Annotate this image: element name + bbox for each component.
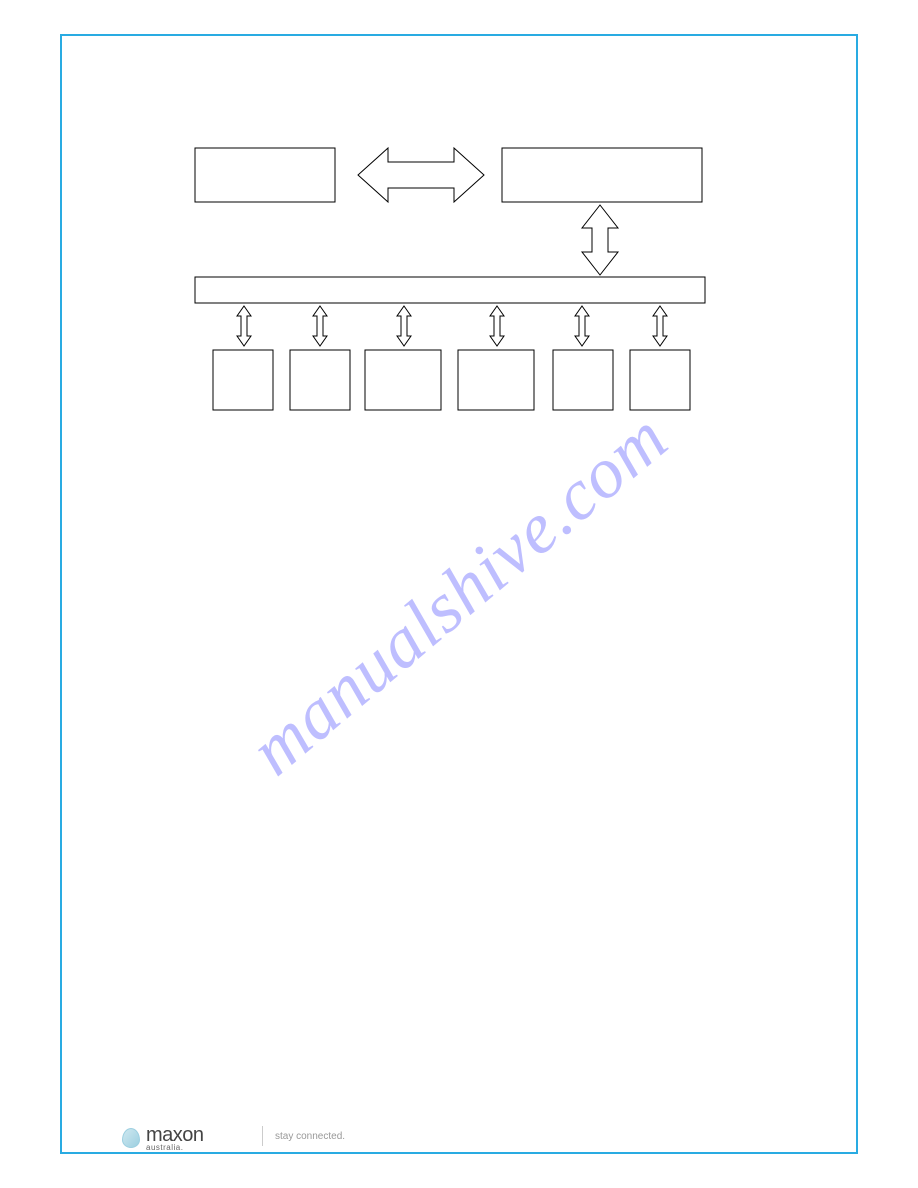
logo-icon xyxy=(122,1128,140,1148)
arrow-horizontal-icon xyxy=(358,148,484,202)
node-top-right xyxy=(502,148,702,202)
arrow-vertical-small-group xyxy=(237,306,667,346)
node-b4 xyxy=(458,350,534,410)
node-b6 xyxy=(630,350,690,410)
node-b5 xyxy=(553,350,613,410)
footer-tagline: stay connected. xyxy=(262,1126,345,1146)
node-b3 xyxy=(365,350,441,410)
node-top-left xyxy=(195,148,335,202)
logo-text-block: maxon australia. xyxy=(146,1124,204,1152)
arrow-vertical-large-icon xyxy=(582,205,618,275)
node-b2 xyxy=(290,350,350,410)
node-b1 xyxy=(213,350,273,410)
footer-logo: maxon australia. xyxy=(122,1124,204,1152)
node-bus xyxy=(195,277,705,303)
diagram xyxy=(0,0,918,450)
